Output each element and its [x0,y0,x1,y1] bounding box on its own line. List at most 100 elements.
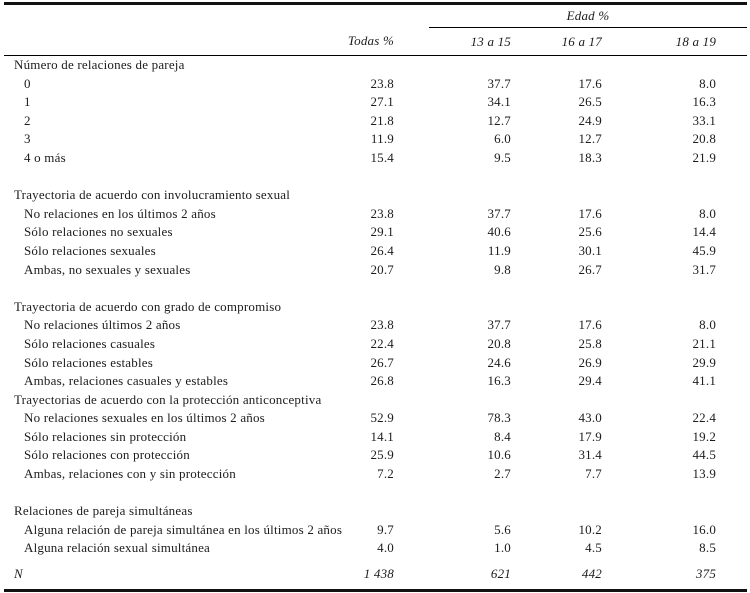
row-label: Sólo relaciones sexuales [24,242,156,258]
table-body: Número de relaciones de pareja 0 23.8 37.7 1… [4,56,747,559]
column-header-todas: Todas % [344,27,429,56]
age-group-header-row: Edad % [4,3,748,28]
cell-value: 17.6 [578,75,602,91]
cell-value: 1.0 [494,540,511,556]
row-label: 1 [24,94,31,110]
table-row: No relaciones últimos 2 años 23.8 37.7 17.6… [4,316,747,335]
footer-spacer [4,584,747,591]
cell-value: 8.4 [494,428,511,444]
cell-value: 40.6 [487,224,511,240]
row-label: 3 [24,131,31,147]
section-title-row: Trayectoria de acuerdo con involucramien… [4,186,747,205]
header-empty-cell [4,27,344,56]
cell-value: 23.8 [370,205,394,221]
cell-value: 22.4 [692,410,717,426]
table-row: Sólo relaciones con protección 25.9 10.6 31… [4,446,747,465]
row-label: Ambas, relaciones con y sin protección [24,466,236,482]
cell-value: 22.4 [370,335,394,351]
table-row: Sólo relaciones sin protección 14.1 8.4 17.… [4,428,747,447]
cell-value: 10.2 [578,521,602,537]
cell-value: 52.9 [370,410,394,426]
cell-value: 25.9 [370,447,394,463]
cell-value: 37.7 [487,75,511,91]
row-label: Sólo relaciones casuales [24,335,156,351]
header-empty-cell [4,4,429,28]
cell-value: 8.0 [699,317,717,333]
column-header-age-16-17: 16 a 17 [529,27,634,56]
column-header-age-13-15: 13 a 15 [429,27,529,56]
cell-value: 33.1 [692,112,717,128]
section-title: Número de relaciones de pareja [14,57,185,72]
cell-value: 44.5 [692,447,717,463]
cell-value: 26.9 [578,354,602,370]
table-row: Sólo relaciones estables 26.7 24.6 26.9 29.9 [4,354,747,373]
footer-spacer [4,558,747,565]
cell-value: 26.7 [370,354,394,370]
cell-value: 4.0 [377,540,394,556]
cell-value: 13.9 [692,466,717,482]
section-title: Trayectorias de acuerdo con la protecció… [14,391,322,407]
cell-value: 21.8 [370,112,394,128]
table-row: 2 21.8 12.7 24.9 33.1 [4,112,747,131]
sample-size-row: N 1 438 621 442 375 [4,565,747,584]
cell-value: 26.5 [578,94,602,110]
table-row: Ambas, no sexuales y sexuales 20.7 9.8 26.7… [4,261,747,280]
cell-value: 26.4 [370,242,394,258]
sample-size-todas: 1 438 [363,566,394,582]
table-row: 1 27.1 34.1 26.5 16.3 [4,93,747,112]
section-title: Trayectoria de acuerdo con involucramien… [14,187,291,203]
cell-value: 5.6 [494,521,511,537]
cell-value: 37.7 [487,205,511,221]
row-label: Sólo relaciones sin protección [24,428,187,444]
cell-value: 37.7 [487,317,511,333]
sample-size-age-16-17: 442 [581,566,602,582]
cell-value: 8.0 [699,75,717,91]
spacer-cell [4,279,747,298]
table-row: Alguna relación de pareja simultánea en … [4,521,747,540]
cell-value: 23.8 [370,75,394,91]
table-row: Sólo relaciones sexuales 26.4 11.9 30.1 45.9 [4,242,747,261]
section-title: Relaciones de pareja simultáneas [14,503,193,519]
table-row: 3 11.9 6.0 12.7 20.8 [4,130,747,149]
row-label: 4 o más [24,149,66,165]
cell-value: 31.4 [578,447,602,463]
cell-value: 9.7 [377,521,394,537]
section-spacer [4,279,747,298]
column-header-row: Todas % 13 a 15 16 a 17 18 a 19 [4,27,748,56]
section-title-row: Trayectorias de acuerdo con la protecció… [4,391,747,410]
cell-value: 43.0 [578,410,602,426]
cell-value: 24.6 [487,354,511,370]
cell-value: 15.4 [370,149,394,165]
table-row: Sólo relaciones no sexuales 29.1 40.6 25.6 1… [4,223,747,242]
sample-size-age-13-15: 621 [490,566,511,582]
cell-value: 45.9 [692,242,717,258]
cell-value: 41.1 [692,373,717,389]
table-row: Sólo relaciones casuales 22.4 20.8 25.8 21.1 [4,335,747,354]
cell-value: 20.8 [692,131,717,147]
cell-value: 4.5 [585,540,602,556]
cell-value: 9.8 [494,261,511,277]
spacer-cell [4,168,747,187]
cell-value: 16.3 [487,373,511,389]
column-header-age-18-19: 18 a 19 [634,27,748,56]
row-label: Sólo relaciones con protección [24,447,190,463]
cell-value: 17.6 [578,205,602,221]
table-row: Alguna relación sexual simultánea 4.0 1.0 4… [4,539,747,558]
section-spacer [4,484,747,503]
spacer-cell [4,484,747,503]
cell-value: 11.9 [370,131,394,147]
table-row: 0 23.8 37.7 17.6 8.0 [4,75,747,94]
cell-value: 14.4 [692,224,717,240]
cell-value: 21.1 [692,335,717,351]
table-row: 4 o más 15.4 9.5 18.3 21.9 [4,149,747,168]
table-row: Ambas, relaciones con y sin protección 7.… [4,465,747,484]
cell-value: 29.1 [370,224,394,240]
row-label: Alguna relación sexual simultánea [24,540,211,556]
sample-size-age-18-19: 375 [695,566,717,582]
table-row: No relaciones en los últimos 2 años 23.8 3… [4,205,747,224]
cell-value: 20.7 [370,261,394,277]
table-footer: N 1 438 621 442 375 [4,558,747,590]
cell-value: 12.7 [578,131,602,147]
row-label: No relaciones en los últimos 2 años [24,205,216,221]
table-row: No relaciones sexuales en los últimos 2 … [4,409,747,428]
